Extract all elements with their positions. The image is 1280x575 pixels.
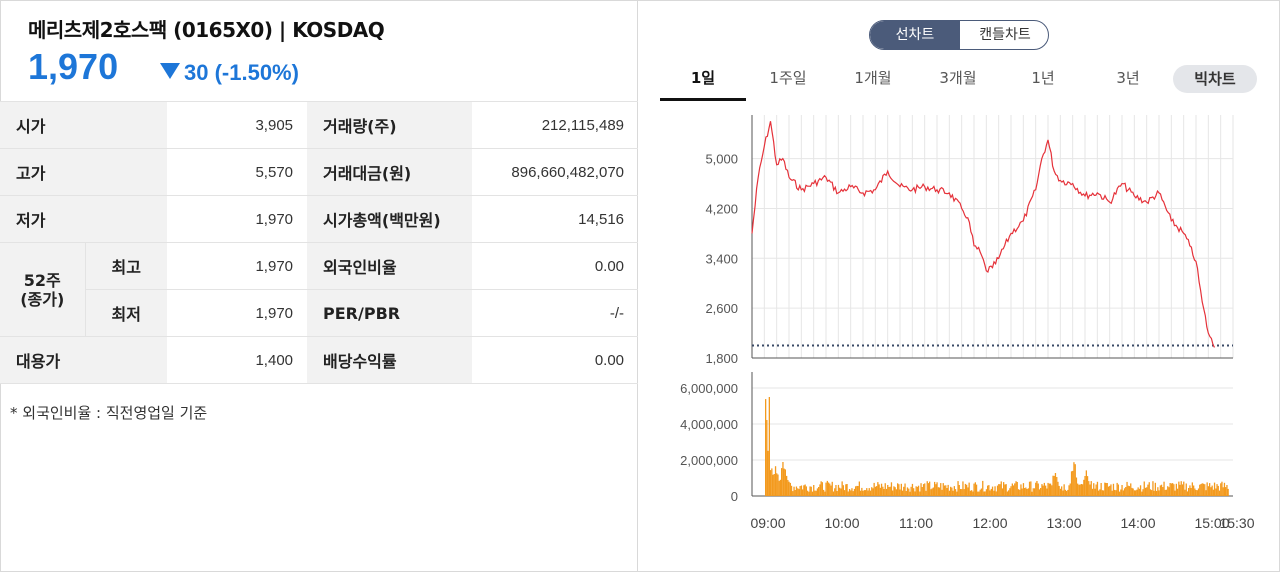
tab-3year[interactable]: 3년 bbox=[1116, 69, 1140, 87]
table-row: 대용가 1,400 배당수익률 0.00 bbox=[0, 336, 639, 384]
low-label: 저가 bbox=[0, 195, 168, 243]
foreign-label: 외국인비율 bbox=[307, 242, 473, 290]
week52-low-value: 1,970 bbox=[167, 289, 308, 337]
open-label: 시가 bbox=[0, 101, 168, 149]
high-label: 고가 bbox=[0, 148, 168, 196]
perpbr-label: PER/PBR bbox=[307, 289, 473, 337]
stock-info-panel: 메리츠제2호스팩 (0165X0) | KOSDAQ 1,970 30 (-1.… bbox=[0, 0, 639, 572]
current-price: 1,970 bbox=[28, 46, 119, 87]
tab-1week[interactable]: 1주일 bbox=[769, 69, 807, 87]
table-row: 고가 5,570 거래대금(원) 896,660,482,070 bbox=[0, 148, 639, 196]
down-triangle-icon bbox=[160, 63, 180, 79]
week52-label-line2: (종가) bbox=[20, 289, 65, 309]
perpbr-value: -/- bbox=[472, 289, 639, 337]
mktcap-label: 시가총액(백만원) bbox=[307, 195, 473, 243]
table-row: 시가 3,905 거래량(주) 212,115,489 bbox=[0, 101, 639, 149]
period-tabs: 1일 1주일 1개월 3개월 1년 3년 bbox=[660, 64, 1280, 102]
change-text: 30 (-1.50%) bbox=[184, 60, 299, 85]
substitute-label: 대용가 bbox=[0, 336, 168, 384]
dividend-value: 0.00 bbox=[472, 336, 639, 384]
footnote: * 외국인비율 : 직전영업일 기준 bbox=[10, 404, 208, 422]
line-chart-button[interactable]: 선차트 bbox=[870, 21, 960, 49]
big-chart-button[interactable]: 빅차트 bbox=[1173, 65, 1257, 93]
week52-label: 52주 (종가) bbox=[0, 242, 86, 337]
volume-label: 거래량(주) bbox=[307, 101, 473, 149]
table-row: 저가 1,970 시가총액(백만원) 14,516 bbox=[0, 195, 639, 243]
candle-chart-button[interactable]: 캔들차트 bbox=[979, 27, 1031, 43]
high-value: 5,570 bbox=[167, 148, 308, 196]
tab-3month[interactable]: 3개월 bbox=[939, 69, 977, 87]
foreign-value: 0.00 bbox=[472, 242, 639, 290]
amount-value: 896,660,482,070 bbox=[472, 148, 639, 196]
amount-label: 거래대금(원) bbox=[307, 148, 473, 196]
substitute-value: 1,400 bbox=[167, 336, 308, 384]
week52-label-line1: 52주 bbox=[23, 270, 61, 290]
dividend-label: 배당수익률 bbox=[307, 336, 473, 384]
tab-1day[interactable]: 1일 bbox=[660, 64, 746, 101]
stock-title: 메리츠제2호스팩 (0165X0) | KOSDAQ bbox=[28, 18, 385, 42]
tab-1year[interactable]: 1년 bbox=[1031, 69, 1055, 87]
chart-type-toggle: 선차트 캔들차트 bbox=[869, 20, 1049, 50]
week52-low-label: 최저 bbox=[85, 289, 168, 337]
week52-high-value: 1,970 bbox=[167, 242, 308, 290]
open-value: 3,905 bbox=[167, 101, 308, 149]
week52-high-label: 최고 bbox=[85, 242, 168, 290]
table-row: 52주 (종가) 최고 1,970 외국인비율 0.00 bbox=[0, 242, 639, 337]
price-change: 30 (-1.50%) bbox=[160, 60, 299, 86]
volume-value: 212,115,489 bbox=[472, 101, 639, 149]
quote-table: 시가 3,905 거래량(주) 212,115,489 고가 5,570 거래대… bbox=[0, 101, 639, 384]
low-value: 1,970 bbox=[167, 195, 308, 243]
mktcap-value: 14,516 bbox=[472, 195, 639, 243]
table-row: 최저 1,970 PER/PBR -/- bbox=[0, 289, 639, 337]
tab-1month[interactable]: 1개월 bbox=[854, 69, 892, 87]
